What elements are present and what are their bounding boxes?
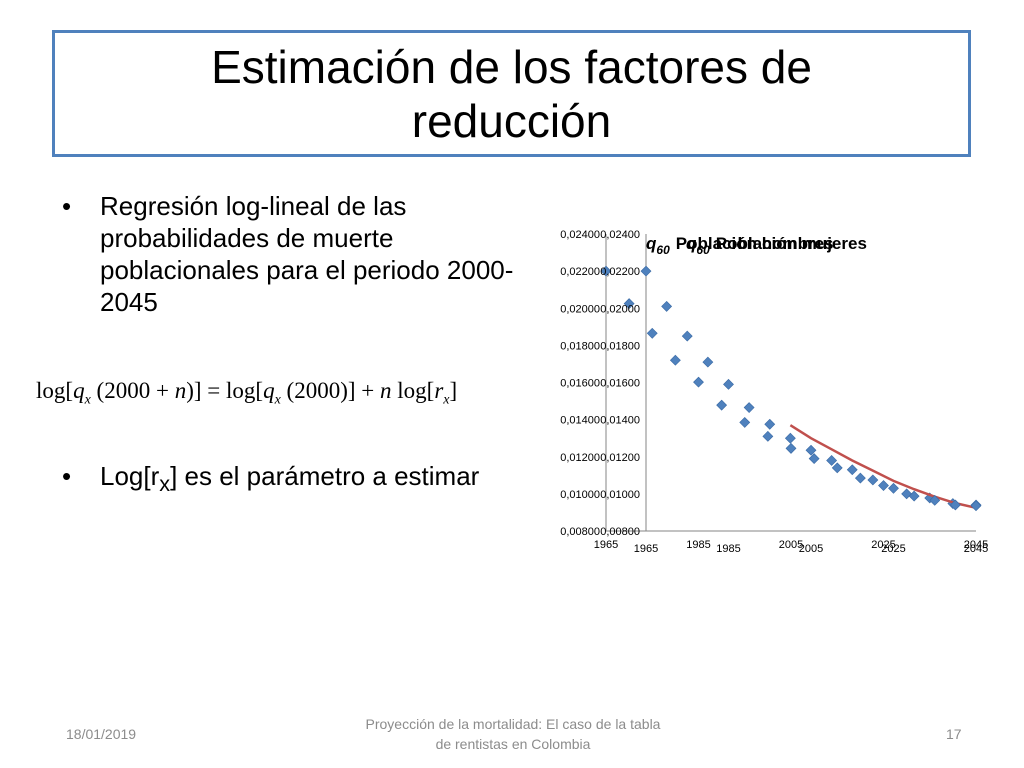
title-box: Estimación de los factores de reducción bbox=[52, 30, 971, 157]
data-point-marker bbox=[867, 474, 879, 486]
y-tick-label: 0,02200 bbox=[560, 266, 600, 278]
data-point-marker bbox=[831, 462, 843, 474]
chart-container: 0,00800 0,01000 0,01200 0,01400 0,01600 0,018… bbox=[548, 222, 994, 573]
y-tick-label: 0,02400 bbox=[600, 229, 640, 241]
data-point-marker bbox=[646, 327, 658, 339]
formula-token: x bbox=[84, 392, 91, 408]
formula-token: + bbox=[361, 378, 375, 403]
bullet-text-part: ] es el parámetro a estimar bbox=[170, 461, 480, 491]
formula-token: = bbox=[207, 378, 221, 403]
bullet-text: Regresión log-lineal de las probabilidad… bbox=[100, 191, 514, 317]
data-point-marker bbox=[805, 444, 817, 456]
data-point-marker bbox=[681, 330, 693, 342]
footer-page-number: 17 bbox=[946, 726, 962, 742]
y-tick-label: 0,01200 bbox=[560, 452, 600, 464]
data-point-marker bbox=[929, 494, 941, 506]
data-point-marker bbox=[693, 376, 704, 388]
chart-title: q60 Población hombres bbox=[646, 234, 834, 257]
data-point-marker bbox=[600, 265, 612, 277]
fit-line bbox=[789, 424, 977, 510]
formula-token: + bbox=[155, 378, 169, 403]
y-tick-label: 0,02000 bbox=[560, 303, 600, 315]
chart-title: q60 Población mujeres bbox=[686, 234, 867, 257]
overlaid-scatter-charts: 0,00800 0,01000 0,01200 0,01400 0,01600 0,018… bbox=[560, 229, 988, 555]
slide-title: Estimación de los factores de reducción bbox=[211, 40, 812, 147]
x-tick-label: 1965 bbox=[634, 543, 658, 555]
formula-token: ] bbox=[449, 378, 458, 403]
data-point-marker bbox=[762, 430, 774, 442]
bullet-item: • Log[rx] es el parámetro a estimar bbox=[62, 460, 502, 500]
y-tick-label: 0,02200 bbox=[600, 266, 640, 278]
formula-token: )] bbox=[186, 378, 202, 403]
formula-token: n bbox=[380, 378, 392, 403]
formula-token: n bbox=[174, 378, 187, 403]
formula-token: log[ bbox=[397, 378, 435, 403]
y-tick-label: 0,01800 bbox=[600, 340, 640, 352]
footer-date: 18/01/2019 bbox=[66, 726, 137, 742]
data-point-marker bbox=[661, 300, 673, 312]
bullet-text-part: Log[r bbox=[100, 461, 160, 491]
y-tick-label: 0,01200 bbox=[600, 452, 640, 464]
formula-token: q bbox=[263, 378, 275, 403]
data-point-marker bbox=[854, 472, 866, 484]
data-point-marker bbox=[702, 356, 714, 368]
data-point-marker bbox=[878, 480, 889, 491]
x-tick-label: 2045 bbox=[964, 543, 988, 555]
formula-token: log[ bbox=[36, 378, 74, 403]
bullet-list-2: • Log[rx] es el parámetro a estimar bbox=[62, 460, 502, 500]
bullet-text-sub: x bbox=[159, 471, 171, 497]
data-point-marker bbox=[846, 464, 858, 476]
y-tick-label: 0,02000 bbox=[600, 303, 640, 315]
x-tick-label: 2045 bbox=[964, 539, 988, 551]
x-tick-label: 1985 bbox=[686, 539, 710, 551]
data-point-marker bbox=[716, 399, 728, 411]
x-tick-label: 2005 bbox=[799, 543, 823, 555]
bullet-list: • Regresión log-lineal de las probabilid… bbox=[62, 190, 522, 318]
data-point-marker bbox=[764, 418, 776, 430]
formula-token: x bbox=[443, 392, 450, 408]
data-point-marker bbox=[743, 402, 755, 413]
y-tick-label: 0,01400 bbox=[600, 415, 640, 427]
data-point-marker bbox=[949, 499, 961, 511]
formula-token: log[ bbox=[226, 378, 264, 403]
data-point-marker bbox=[908, 490, 920, 502]
formula-token: q bbox=[73, 378, 85, 403]
data-point-marker bbox=[785, 442, 797, 454]
regression-formula: log[qx (2000 + n)] = log[qx (2000)] + n … bbox=[36, 378, 526, 409]
y-tick-label: 0,01000 bbox=[560, 489, 600, 501]
y-tick-label: 0,01600 bbox=[600, 378, 640, 390]
bullet-text: Log[rx] es el parámetro a estimar bbox=[100, 460, 479, 500]
x-tick-label: 2025 bbox=[871, 539, 895, 551]
data-point-marker bbox=[784, 432, 796, 444]
bullet-dot-icon: • bbox=[62, 461, 72, 491]
footer-caption: Proyección de la mortalidad: El caso de … bbox=[365, 716, 661, 752]
formula-token: r bbox=[434, 378, 444, 403]
bullet-item: • Regresión log-lineal de las probabilid… bbox=[62, 190, 522, 318]
data-point-marker bbox=[826, 455, 838, 466]
data-point-marker bbox=[623, 298, 635, 310]
y-tick-label: 0,00800 bbox=[560, 526, 600, 538]
formula-token: x bbox=[274, 392, 281, 408]
y-tick-label: 0,01400 bbox=[560, 415, 600, 427]
y-tick-label: 0,01800 bbox=[560, 340, 600, 352]
y-tick-label: 0,01600 bbox=[560, 378, 600, 390]
x-tick-label: 2005 bbox=[779, 539, 803, 551]
x-tick-label: 1985 bbox=[716, 543, 740, 555]
y-tick-label: 0,00800 bbox=[600, 526, 640, 538]
bullet-dot-icon: • bbox=[62, 191, 72, 221]
x-tick-label: 1965 bbox=[594, 539, 618, 551]
formula-token: (2000 bbox=[96, 378, 151, 403]
data-point-marker bbox=[723, 378, 734, 390]
data-point-marker bbox=[808, 453, 820, 465]
y-tick-label: 0,01000 bbox=[600, 489, 640, 501]
data-point-marker bbox=[888, 482, 899, 494]
data-point-marker bbox=[669, 354, 681, 366]
y-tick-label: 0,02400 bbox=[560, 229, 600, 241]
data-point-marker bbox=[970, 500, 982, 512]
x-tick-label: 2025 bbox=[881, 543, 905, 555]
formula-token: (2000)] bbox=[286, 378, 356, 403]
data-point-marker bbox=[640, 265, 652, 277]
data-point-marker bbox=[739, 416, 751, 428]
